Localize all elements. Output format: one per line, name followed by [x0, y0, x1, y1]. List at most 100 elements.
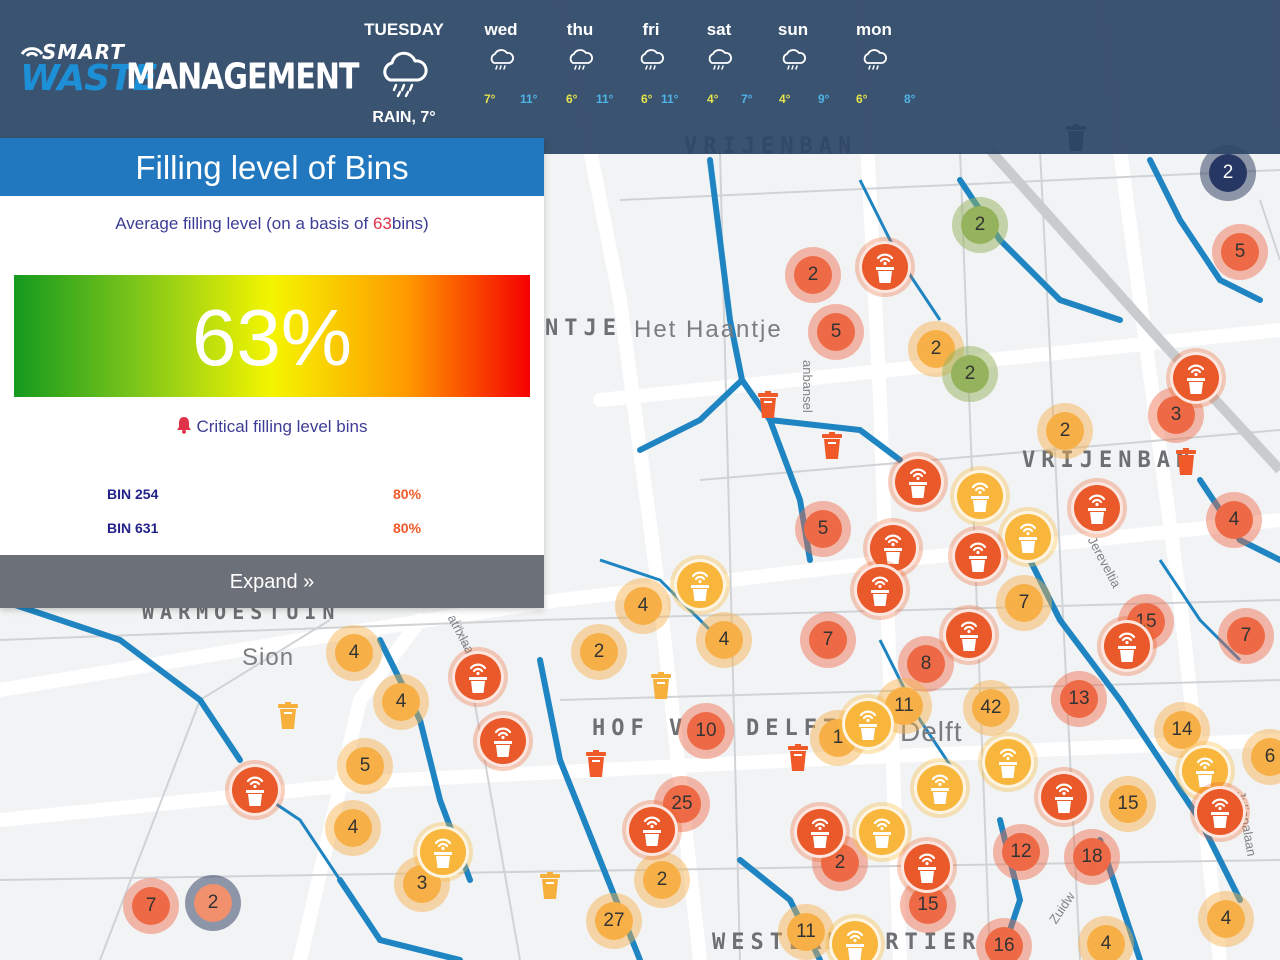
bin-cluster[interactable]: 2	[1037, 403, 1093, 459]
bin-cluster[interactable]: 13	[1051, 671, 1107, 727]
bin-cluster[interactable]: 4	[1078, 916, 1134, 960]
bin-cluster[interactable]: 7	[996, 575, 1052, 631]
smart-bin-marker[interactable]	[855, 237, 915, 297]
app-logo[interactable]: SMART WASTE MANAGEMENT	[20, 40, 359, 112]
filling-level-gauge: 63%	[14, 275, 530, 397]
bin-cluster[interactable]: 7	[800, 612, 856, 668]
bin-cluster[interactable]: 4	[326, 625, 382, 681]
bin-cluster[interactable]: 10	[678, 703, 734, 759]
forecast-day: thu	[566, 20, 594, 39]
bin-icon[interactable]	[650, 672, 672, 700]
bin-cluster[interactable]: 42	[963, 680, 1019, 736]
bin-cluster[interactable]: 4	[373, 674, 429, 730]
bin-cluster[interactable]: 5	[337, 738, 393, 794]
bin-cluster[interactable]: 2	[785, 247, 841, 303]
cluster-count: 5	[817, 313, 855, 351]
bin-icon[interactable]	[821, 432, 843, 460]
smart-bin-marker[interactable]	[998, 507, 1058, 567]
bin-cluster[interactable]: 18	[1064, 829, 1120, 885]
bin-cluster[interactable]: 5	[795, 501, 851, 557]
bin-name: BIN 631	[107, 520, 159, 536]
rain-cloud-icon	[782, 49, 806, 70]
bin-cluster[interactable]: 2	[185, 875, 241, 931]
smart-bin-marker[interactable]	[978, 732, 1038, 792]
bin-icon[interactable]	[1175, 448, 1197, 476]
bin-cluster[interactable]: 27	[586, 893, 642, 949]
smart-bin-marker[interactable]	[670, 555, 730, 615]
bin-cluster[interactable]: 12	[993, 824, 1049, 880]
smart-bin-icon	[829, 918, 881, 960]
bin-name: BIN 254	[107, 486, 159, 502]
smart-bin-marker[interactable]	[825, 914, 885, 960]
bin-icon[interactable]	[277, 702, 299, 730]
smart-bin-marker[interactable]	[897, 837, 957, 897]
bin-cluster[interactable]: 15	[1100, 776, 1156, 832]
smart-bin-marker[interactable]	[1034, 767, 1094, 827]
cluster-count: 16	[985, 927, 1023, 960]
smart-bin-marker[interactable]	[850, 560, 910, 620]
bin-cluster[interactable]: 2	[571, 624, 627, 680]
bin-cluster[interactable]: 4	[1198, 891, 1254, 947]
smart-bin-marker[interactable]	[448, 647, 508, 707]
smart-bin-marker[interactable]	[413, 822, 473, 882]
smart-bin-marker[interactable]	[1097, 616, 1157, 676]
smart-bin-marker[interactable]	[838, 694, 898, 754]
bin-cluster[interactable]: 5	[1212, 224, 1268, 280]
bin-cluster[interactable]: 8	[898, 636, 954, 692]
cluster-count: 6	[1251, 738, 1280, 776]
avg-bin-count: 63	[372, 214, 392, 233]
smart-bin-marker[interactable]	[910, 758, 970, 818]
smart-bin-marker[interactable]	[1190, 782, 1250, 842]
smart-bin-marker[interactable]	[852, 802, 912, 862]
smart-bin-marker[interactable]	[790, 802, 850, 862]
bin-cluster[interactable]: 2	[1200, 145, 1256, 201]
bin-cluster[interactable]: 2	[942, 346, 998, 402]
smart-bin-marker[interactable]	[622, 800, 682, 860]
rain-cloud-icon	[863, 49, 887, 70]
cluster-count: 12	[1002, 833, 1040, 871]
bin-cluster[interactable]: 4	[615, 578, 671, 634]
smart-bin-marker[interactable]	[473, 711, 533, 771]
bin-cluster[interactable]: 7	[123, 878, 179, 934]
bin-icon[interactable]	[585, 750, 607, 778]
smart-bin-marker[interactable]	[948, 526, 1008, 586]
smart-bin-icon	[892, 456, 944, 508]
smart-bin-marker[interactable]	[888, 452, 948, 512]
bin-cluster[interactable]: 4	[696, 612, 752, 668]
bin-cluster[interactable]: 4	[325, 800, 381, 856]
cluster-count: 7	[1227, 617, 1265, 655]
cluster-count: 27	[595, 902, 633, 940]
expand-button[interactable]: Expand »	[0, 555, 544, 608]
cluster-count: 7	[132, 887, 170, 925]
smart-bin-icon	[626, 804, 678, 856]
smart-bin-marker[interactable]	[1067, 478, 1127, 538]
forecast-thu-low: 6°	[566, 92, 578, 106]
cluster-count: 2	[961, 206, 999, 244]
bin-cluster[interactable]: 6	[1242, 729, 1280, 785]
bin-cluster[interactable]: 7	[1218, 608, 1274, 664]
cluster-count: 4	[1087, 925, 1125, 960]
forecast-wed: wed	[466, 20, 536, 79]
bin-icon[interactable]	[787, 744, 809, 772]
bin-cluster[interactable]: 2	[634, 852, 690, 908]
bin-cluster[interactable]: 5	[808, 304, 864, 360]
bin-cluster[interactable]: 11	[778, 904, 834, 960]
bin-icon[interactable]	[539, 872, 561, 900]
cluster-count: 2	[951, 355, 989, 393]
rain-cloud-icon	[569, 49, 593, 70]
bin-icon[interactable]	[757, 391, 779, 419]
map-label-sion: Sion	[242, 644, 295, 671]
smart-bin-marker[interactable]	[950, 466, 1010, 526]
cluster-count: 7	[809, 621, 847, 659]
bin-cluster[interactable]: 2	[952, 197, 1008, 253]
bin-cluster[interactable]: 16	[976, 918, 1032, 960]
smart-bin-icon	[954, 470, 1006, 522]
bin-cluster[interactable]: 4	[1206, 492, 1262, 548]
forecast-sun-high: 9°	[818, 92, 830, 106]
smart-bin-marker[interactable]	[225, 760, 285, 820]
logo-waste-text: WASTE	[20, 58, 157, 99]
smart-bin-marker[interactable]	[939, 605, 999, 665]
smart-bin-marker[interactable]	[1166, 348, 1226, 408]
smart-bin-icon	[854, 564, 906, 616]
